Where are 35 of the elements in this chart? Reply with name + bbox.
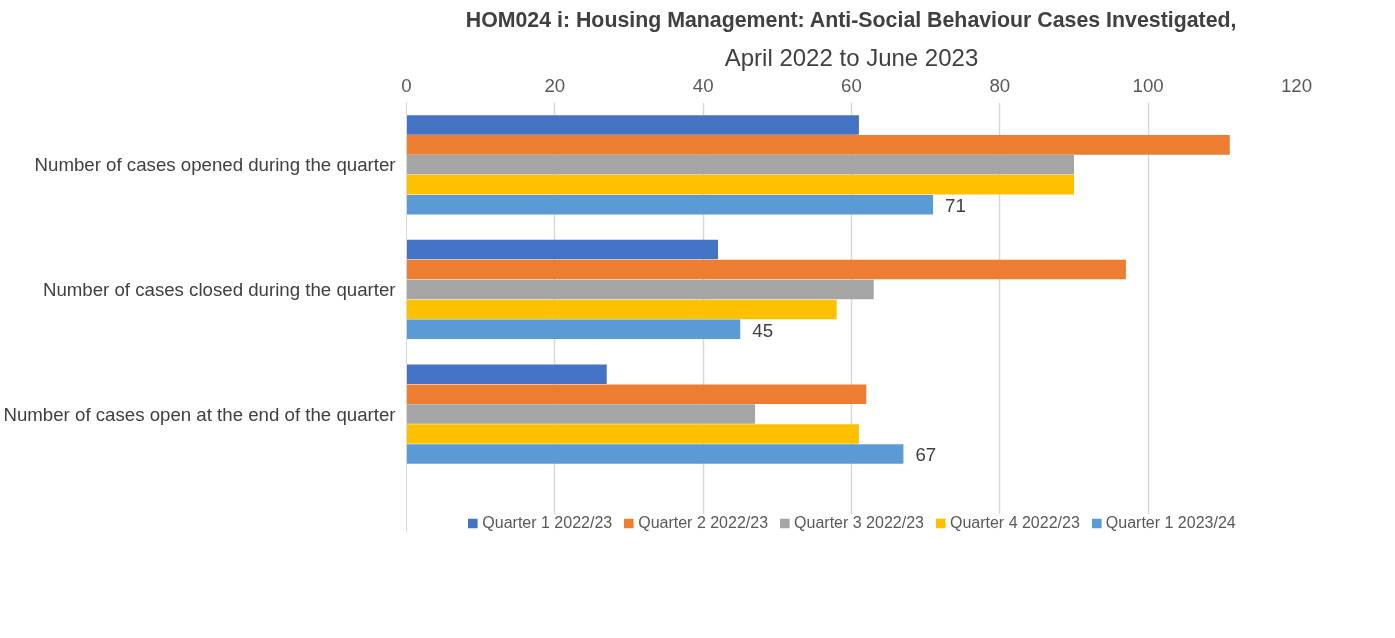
- legend-label: Quarter 1 2022/23: [482, 514, 613, 532]
- bar: [406, 155, 1074, 175]
- bar: [406, 174, 1074, 195]
- bar: [406, 444, 904, 464]
- bar: [406, 115, 859, 135]
- bar: [406, 279, 874, 300]
- x-tick-label: 40: [692, 74, 714, 96]
- y-tick-label: Number of cases open at the end of the quarter: [3, 403, 396, 425]
- x-tick-label: 0: [401, 74, 412, 96]
- bar: [406, 299, 837, 320]
- bar: [406, 319, 741, 340]
- bar: [406, 404, 756, 424]
- y-tick-label: Number of cases closed during the quarter: [42, 278, 396, 300]
- bar: [406, 239, 718, 260]
- x-tick-label: 80: [989, 74, 1011, 96]
- x-tick-label: 100: [1132, 74, 1164, 96]
- bar: [406, 135, 1230, 155]
- data-label: 71: [945, 195, 966, 217]
- bar: [406, 384, 867, 404]
- legend-label: Quarter 3 2022/23: [794, 514, 924, 532]
- bar: [406, 194, 934, 215]
- data-label: 45: [752, 319, 774, 341]
- chart-title: HOM024 i: Housing Management: Anti-Social Behaviour Cases Investigated,: [465, 7, 1237, 32]
- bar: [406, 424, 859, 444]
- x-tick-label: 60: [841, 74, 862, 96]
- chart-subtitle: April 2022 to June 2023: [724, 43, 979, 71]
- x-tick-label: 120: [1280, 74, 1313, 96]
- x-tick-label: 20: [544, 74, 566, 96]
- legend-label: Quarter 1 2023/24: [1105, 514, 1236, 532]
- legend-label: Quarter 4 2022/23: [949, 514, 1080, 532]
- legend-label: Quarter 2 2022/23: [638, 514, 769, 532]
- y-tick-label: Number of cases opened during the quarter: [34, 154, 396, 176]
- data-label: 67: [915, 444, 937, 466]
- bar: [406, 364, 607, 384]
- bar: [406, 259, 1126, 280]
